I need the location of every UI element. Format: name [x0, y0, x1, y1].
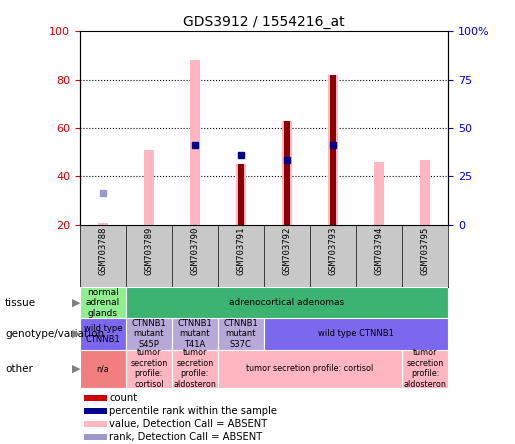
Bar	[172, 318, 218, 349]
Bar	[284, 121, 290, 225]
Text: other: other	[5, 364, 33, 373]
Bar	[144, 150, 154, 225]
Text: tissue: tissue	[5, 298, 36, 308]
Bar	[126, 349, 172, 388]
Bar	[330, 75, 336, 225]
Bar	[83, 395, 108, 401]
Text: wild type
CTNNB1: wild type CTNNB1	[83, 324, 122, 344]
Bar	[172, 349, 218, 388]
Text: rank, Detection Call = ABSENT: rank, Detection Call = ABSENT	[109, 432, 263, 442]
Text: CTNNB1
mutant
T41A: CTNNB1 mutant T41A	[178, 319, 212, 349]
Text: n/a: n/a	[96, 364, 109, 373]
Bar	[264, 318, 448, 349]
Text: GSM703788: GSM703788	[98, 227, 107, 275]
Bar	[126, 318, 172, 349]
Text: tumor
secretion
profile:
cortisol: tumor secretion profile: cortisol	[130, 349, 167, 388]
Bar	[98, 222, 108, 225]
Text: CTNNB1
mutant
S45P: CTNNB1 mutant S45P	[131, 319, 166, 349]
Bar	[80, 318, 126, 349]
Title: GDS3912 / 1554216_at: GDS3912 / 1554216_at	[183, 15, 345, 29]
Text: genotype/variation: genotype/variation	[5, 329, 104, 339]
Text: tumor
secretion
profile:
aldosteron: tumor secretion profile: aldosteron	[174, 349, 216, 388]
Bar	[402, 349, 448, 388]
Bar	[83, 434, 108, 440]
Bar	[80, 349, 126, 388]
Text: GSM703794: GSM703794	[374, 227, 384, 275]
Text: ▶: ▶	[72, 298, 80, 308]
Text: adrenocortical adenomas: adrenocortical adenomas	[229, 298, 345, 307]
Text: wild type CTNNB1: wild type CTNNB1	[318, 329, 394, 338]
Text: GSM703795: GSM703795	[421, 227, 430, 275]
Text: value, Detection Call = ABSENT: value, Detection Call = ABSENT	[109, 419, 267, 429]
Bar	[83, 408, 108, 414]
Bar	[420, 159, 430, 225]
Bar	[83, 420, 108, 428]
Text: count: count	[109, 393, 138, 403]
Bar	[218, 318, 264, 349]
Bar	[126, 287, 448, 318]
Text: ▶: ▶	[72, 329, 80, 339]
Bar	[374, 162, 384, 225]
Text: CTNNB1
mutant
S37C: CTNNB1 mutant S37C	[224, 319, 259, 349]
Bar	[282, 121, 292, 225]
Text: percentile rank within the sample: percentile rank within the sample	[109, 406, 277, 416]
Text: GSM703790: GSM703790	[191, 227, 199, 275]
Text: normal
adrenal
glands: normal adrenal glands	[85, 288, 120, 318]
Text: GSM703791: GSM703791	[236, 227, 246, 275]
Bar	[238, 164, 244, 225]
Bar	[190, 60, 200, 225]
Bar	[218, 349, 402, 388]
Text: tumor
secretion
profile:
aldosteron: tumor secretion profile: aldosteron	[404, 349, 447, 388]
Bar	[80, 287, 126, 318]
Text: GSM703793: GSM703793	[329, 227, 337, 275]
Text: GSM703792: GSM703792	[282, 227, 291, 275]
Text: GSM703789: GSM703789	[144, 227, 153, 275]
Bar	[236, 164, 246, 225]
Bar	[328, 75, 338, 225]
Text: tumor secretion profile: cortisol: tumor secretion profile: cortisol	[246, 364, 373, 373]
Text: ▶: ▶	[72, 364, 80, 373]
